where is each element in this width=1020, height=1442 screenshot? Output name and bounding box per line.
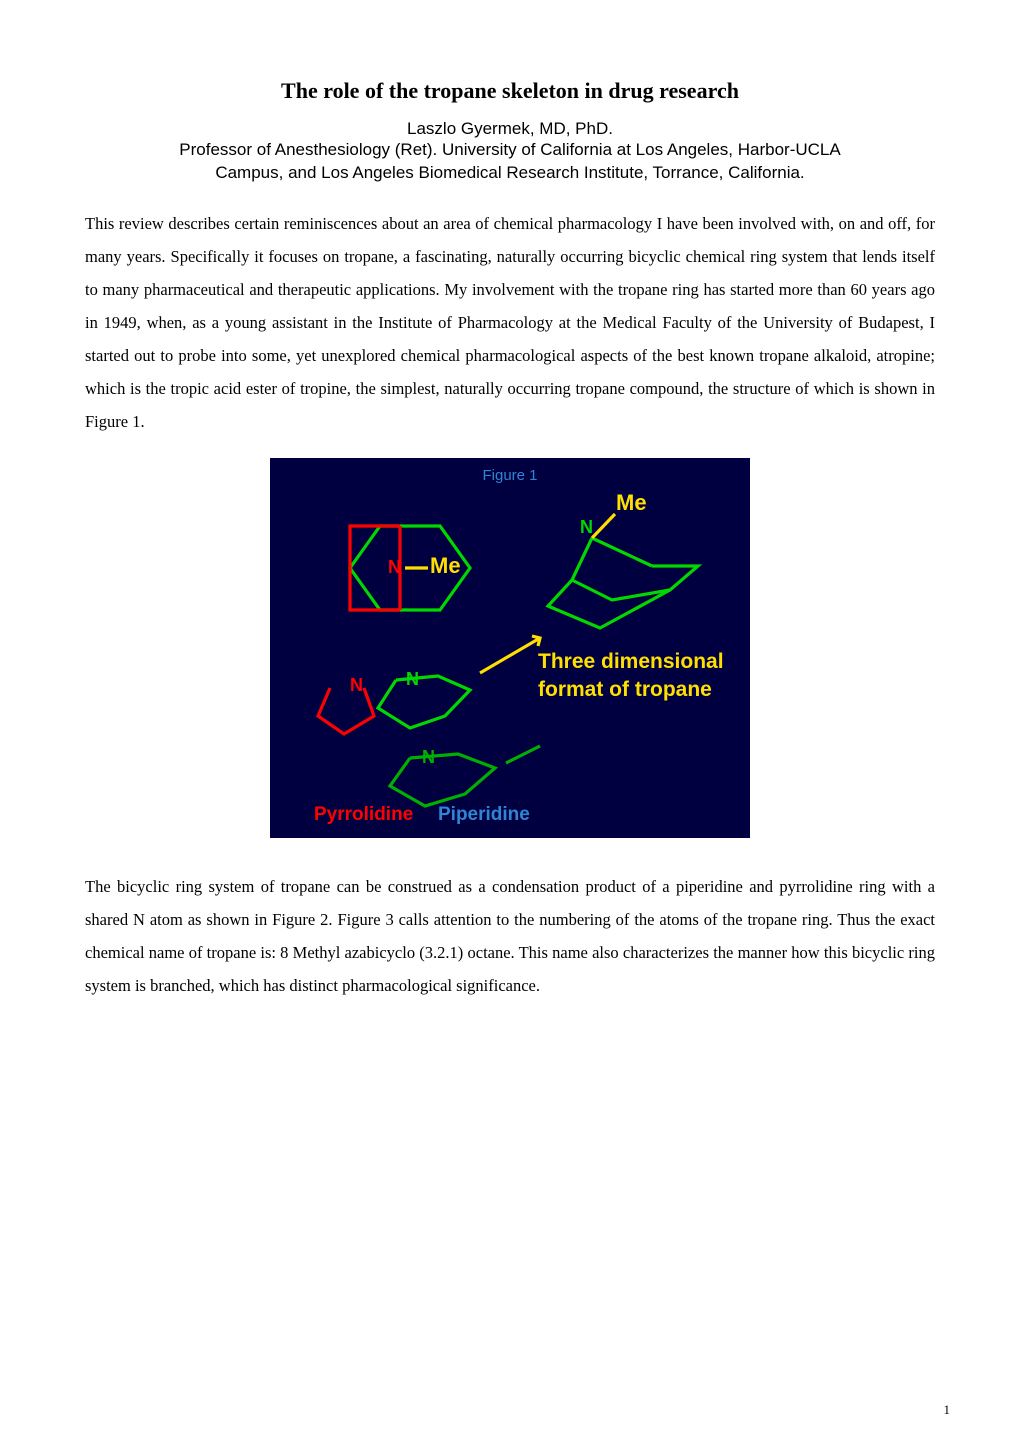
n-label-mid-pyrrolidine: N bbox=[350, 676, 363, 694]
author-affiliation: Professor of Anesthesiology (Ret). Unive… bbox=[85, 139, 935, 185]
n-label-bottom: N bbox=[422, 748, 435, 766]
figure-caption-3d: Three dimensional format of tropane bbox=[538, 648, 724, 705]
n-label-mid-piperidine: N bbox=[406, 670, 419, 688]
n-label-topleft: N bbox=[388, 558, 401, 576]
me-label-left: Me bbox=[430, 555, 461, 577]
figure-1-canvas: Figure 1 bbox=[270, 458, 750, 838]
figure-1: Figure 1 bbox=[85, 458, 935, 842]
me-label-right: Me bbox=[616, 492, 647, 514]
affiliation-line-2: Campus, and Los Angeles Biomedical Resea… bbox=[215, 163, 804, 182]
figure-caption-3d-line2: format of tropane bbox=[538, 678, 712, 701]
page-title: The role of the tropane skeleton in drug… bbox=[85, 80, 935, 102]
n-label-topright: N bbox=[580, 518, 593, 536]
affiliation-line-1: Professor of Anesthesiology (Ret). Unive… bbox=[179, 140, 840, 159]
paragraph-2: The bicyclic ring system of tropane can … bbox=[85, 870, 935, 1002]
label-pyrrolidine: Pyrrolidine bbox=[314, 805, 413, 824]
label-piperidine: Piperidine bbox=[438, 805, 530, 824]
author-name: Laszlo Gyermek, MD, PhD. bbox=[85, 120, 935, 137]
figure-caption-3d-line1: Three dimensional bbox=[538, 650, 724, 673]
page-number: 1 bbox=[944, 1403, 951, 1416]
paragraph-1: This review describes certain reminiscen… bbox=[85, 207, 935, 438]
